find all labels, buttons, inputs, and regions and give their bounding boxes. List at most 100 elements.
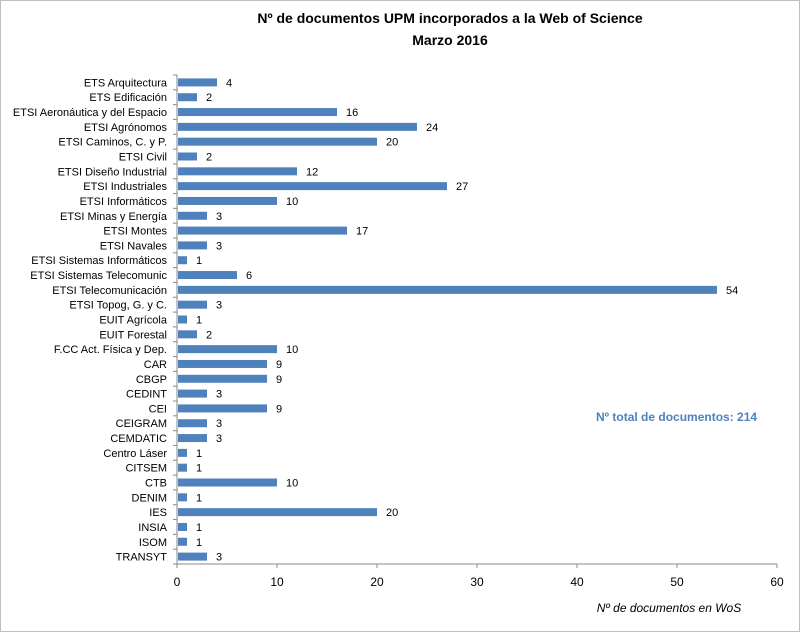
bar [178,137,377,146]
category-label: CEI [149,403,167,415]
data-label: 9 [276,403,282,415]
category-label: CITSEM [125,463,167,475]
bar [178,271,237,280]
category-label: ETSI Sistemas Informáticos [31,255,167,267]
bar [178,93,197,102]
data-label: 9 [276,374,282,386]
bar [178,374,267,383]
data-label: 1 [196,522,202,534]
data-label: 1 [196,463,202,475]
bar [178,330,197,339]
data-label: 27 [456,181,468,193]
data-label: 3 [216,240,222,252]
data-label: 2 [206,329,212,341]
x-tick-label: 60 [770,575,784,589]
category-label: ETSI Diseño Industrial [58,166,167,178]
category-label: EUIT Forestal [99,329,167,341]
x-tick-label: 10 [270,575,284,589]
bar [178,419,207,428]
bar [178,226,347,235]
category-label: CBGP [136,374,167,386]
data-label: 12 [306,166,318,178]
data-label: 10 [286,196,298,208]
bar [178,196,277,205]
category-label: CEDINT [126,389,167,401]
data-label: 2 [206,92,212,104]
category-label: CEMDATIC [110,433,167,445]
x-axis-label: Nº de documentos en WoS [597,601,741,615]
bar [178,359,267,368]
x-tick-label: 0 [174,575,181,589]
bar [178,300,207,309]
category-label: Centro Láser [103,448,167,460]
data-label: 1 [196,255,202,267]
category-label: TRANSYT [116,552,168,564]
category-label: ISOM [139,537,167,549]
x-tick-label: 30 [470,575,484,589]
x-tick-label: 40 [570,575,584,589]
data-label: 3 [216,211,222,223]
data-label: 3 [216,389,222,401]
category-label: DENIM [132,492,167,504]
bar [178,241,207,250]
data-label: 9 [276,359,282,371]
category-label: ETSI Informáticos [80,196,168,208]
category-label: ETSI Aeronáutica y del Espacio [13,107,167,119]
bar [178,182,447,191]
data-label: 20 [386,507,398,519]
data-label: 24 [426,122,438,134]
data-label: 6 [246,270,252,282]
category-label: ETSI Navales [100,240,168,252]
bar [178,285,717,294]
bar [178,448,187,457]
chart-subtitle: Marzo 2016 [412,32,488,48]
data-label: 16 [346,107,358,119]
category-label: ETS Arquitectura [84,77,168,89]
total-annotation: Nº total de documentos: 214 [596,410,757,424]
bar [178,315,187,324]
category-label: INSIA [138,522,167,534]
bar [178,211,207,220]
data-label: 3 [216,433,222,445]
category-label: ETSI Civil [119,152,167,164]
bar [178,463,187,472]
bar [178,434,207,443]
category-label: IES [149,507,167,519]
x-tick-label: 50 [670,575,684,589]
category-label: CAR [144,359,167,371]
data-label: 3 [216,418,222,430]
bar [178,152,197,161]
x-tick-label: 20 [370,575,384,589]
data-label: 20 [386,137,398,149]
bar [178,108,337,117]
category-label: ETS Edificación [89,92,167,104]
bar [178,167,297,176]
category-label: ETSI Industriales [83,181,167,193]
data-label: 1 [196,448,202,460]
data-label: 1 [196,315,202,327]
bar [178,404,267,413]
bar [178,78,217,87]
bar [178,522,187,531]
bar [178,389,207,398]
bar [178,345,277,354]
bar [178,493,187,502]
data-label: 1 [196,537,202,549]
category-label: ETSI Sistemas Telecomunic [30,270,167,282]
category-label: CEIGRAM [116,418,167,430]
data-label: 10 [286,344,298,356]
data-label: 54 [726,285,738,297]
data-label: 17 [356,226,368,238]
category-label: F.CC Act. Física y Dep. [54,344,167,356]
data-label: 4 [226,77,232,89]
bar [178,256,187,265]
category-label: EUIT Agrícola [99,315,168,327]
data-label: 3 [216,300,222,312]
data-label: 10 [286,478,298,490]
chart-title: Nº de documentos UPM incorporados a la W… [257,10,642,26]
bar [178,122,417,131]
category-label: ETSI Topog, G. y C. [69,300,167,312]
category-label: CTB [145,478,167,490]
